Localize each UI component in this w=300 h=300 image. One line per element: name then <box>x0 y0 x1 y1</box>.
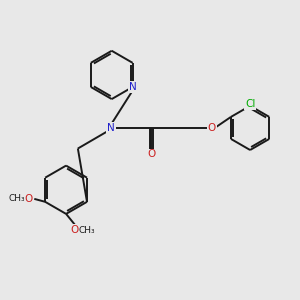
Text: N: N <box>129 82 136 92</box>
Text: Cl: Cl <box>245 99 255 110</box>
Text: CH₃: CH₃ <box>8 194 25 203</box>
Text: O: O <box>71 225 79 235</box>
Text: O: O <box>25 194 33 204</box>
Text: N: N <box>107 123 115 133</box>
Text: O: O <box>147 149 156 159</box>
Text: O: O <box>208 123 216 133</box>
Text: CH₃: CH₃ <box>79 226 96 235</box>
